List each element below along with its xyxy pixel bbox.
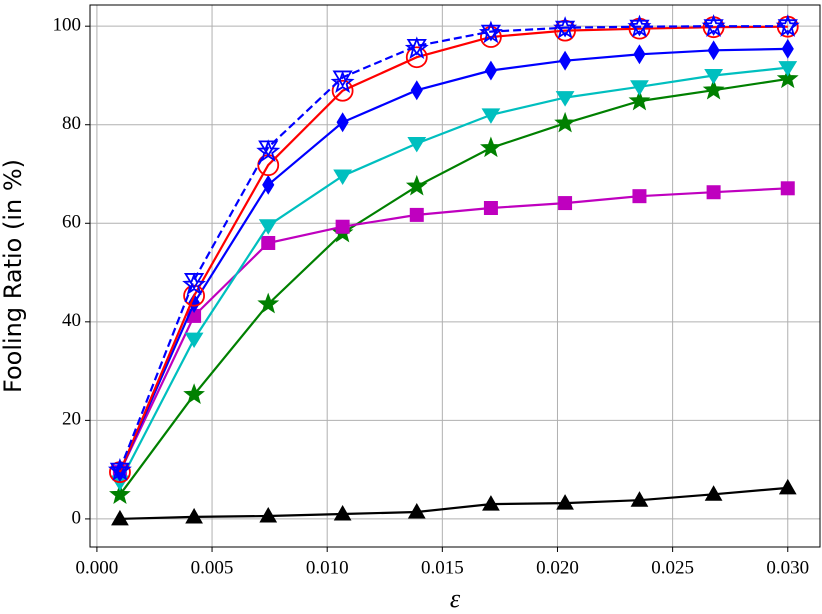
x-tick-label: 0.015	[421, 557, 464, 578]
marker	[781, 38, 794, 59]
x-tick-label: 0.030	[766, 557, 809, 578]
x-tick-label: 0.000	[76, 557, 119, 578]
marker	[257, 292, 280, 314]
series-line	[119, 77, 788, 496]
marker	[405, 174, 428, 196]
series-line	[118, 47, 788, 473]
y-tick-label: 100	[53, 15, 82, 36]
marker	[701, 14, 726, 37]
marker	[258, 219, 278, 235]
marker	[188, 293, 201, 314]
marker	[778, 478, 797, 495]
marker	[184, 332, 204, 349]
marker	[630, 491, 649, 507]
marker	[481, 108, 501, 124]
marker	[410, 80, 423, 101]
x-tick-label: 0.005	[191, 557, 234, 578]
y-tick-label: 0	[72, 507, 82, 528]
marker	[333, 504, 352, 521]
y-axis-label: Fooling Ratio (in %)	[0, 159, 27, 393]
x-tick-label: 0.010	[306, 557, 349, 578]
y-tick-label: 20	[62, 409, 81, 430]
marker	[484, 60, 498, 81]
marker	[261, 235, 276, 250]
marker	[704, 68, 723, 85]
marker	[483, 201, 498, 216]
marker	[706, 185, 721, 200]
marker	[330, 70, 355, 93]
y-tick-label: 60	[62, 212, 81, 233]
marker	[558, 196, 573, 211]
marker	[407, 503, 426, 519]
marker	[107, 458, 132, 481]
marker	[259, 506, 278, 523]
marker	[333, 169, 353, 185]
x-axis-label: ε	[450, 584, 461, 613]
series-line	[119, 486, 788, 520]
marker	[780, 181, 795, 196]
marker	[336, 112, 349, 133]
x-tick-label: 0.025	[651, 557, 694, 578]
marker	[478, 20, 503, 44]
marker	[404, 36, 429, 59]
marker	[704, 485, 723, 501]
marker	[262, 174, 275, 195]
marker	[405, 46, 428, 69]
marker	[628, 89, 651, 111]
series-line	[118, 25, 788, 473]
series-line	[118, 25, 788, 471]
marker	[331, 79, 354, 102]
marker	[407, 136, 427, 153]
marker	[480, 26, 502, 48]
marker	[627, 14, 652, 38]
marker	[183, 284, 205, 307]
marker	[707, 40, 720, 61]
marker	[109, 483, 131, 505]
marker	[182, 272, 207, 296]
marker	[632, 189, 647, 204]
marker	[183, 383, 205, 404]
marker	[554, 111, 576, 133]
y-tick-label: 40	[62, 310, 81, 331]
marker	[775, 14, 800, 37]
marker	[409, 207, 424, 222]
series-line	[118, 187, 788, 473]
marker	[482, 495, 500, 511]
marker	[335, 219, 350, 234]
marker	[556, 494, 574, 510]
marker	[778, 61, 798, 77]
marker	[480, 136, 502, 158]
marker	[185, 507, 203, 524]
marker	[553, 16, 578, 39]
marker	[776, 67, 799, 89]
series-line	[118, 66, 788, 483]
marker	[256, 139, 281, 162]
plot-frame	[89, 4, 821, 548]
marker	[111, 509, 129, 526]
x-tick-label: 0.020	[536, 557, 579, 578]
marker	[555, 91, 575, 107]
marker	[633, 44, 646, 65]
marker	[558, 50, 572, 71]
marker	[702, 78, 725, 100]
y-tick-label: 80	[62, 113, 81, 134]
marker	[630, 80, 649, 96]
